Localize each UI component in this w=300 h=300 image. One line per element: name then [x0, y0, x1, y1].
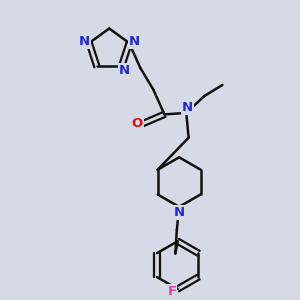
Text: N: N [182, 101, 193, 114]
Text: N: N [119, 64, 130, 77]
Text: N: N [129, 35, 140, 48]
Text: N: N [174, 206, 185, 219]
Text: F: F [167, 285, 176, 298]
Text: N: N [79, 35, 90, 48]
Text: O: O [132, 117, 143, 130]
